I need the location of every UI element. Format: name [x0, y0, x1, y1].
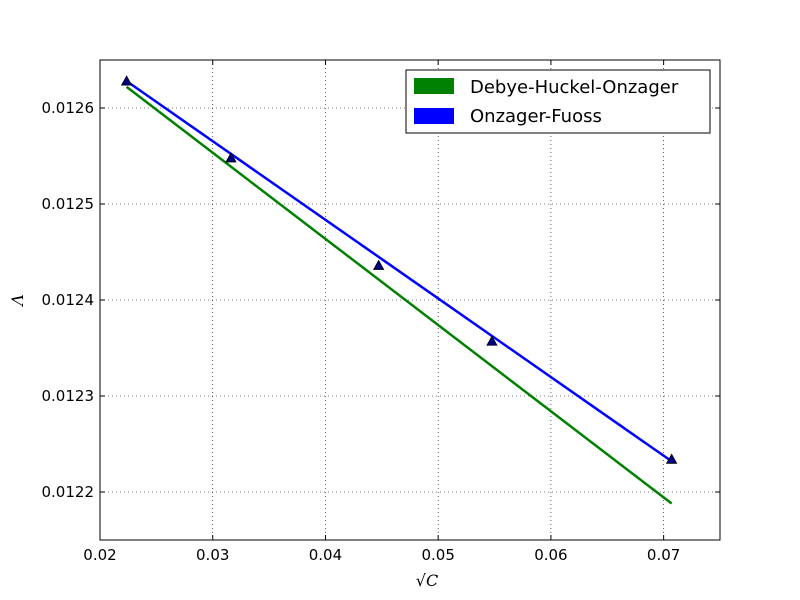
- x-ticks: 0.02 0.03 0.04 0.05 0.06 0.07: [83, 60, 680, 564]
- x-tick-label: 0.05: [421, 546, 454, 564]
- y-tick-label: 0.0122: [42, 483, 95, 501]
- series-layer: [125, 80, 673, 505]
- marker-layer: [120, 75, 678, 464]
- legend-frame: [405, 69, 711, 134]
- x-tick-label: 0.03: [196, 546, 229, 564]
- legend-label-debye-huckel-onzager: Debye-Huckel-Onzager: [470, 77, 679, 98]
- data-point-marker: [120, 75, 133, 86]
- x-tick-label: 0.04: [309, 546, 342, 564]
- data-point-marker: [665, 453, 678, 464]
- data-point-marker: [372, 259, 385, 270]
- series-line-onzager-fuoss: [125, 80, 673, 463]
- legend-swatch-debye-huckel-onzager: [414, 78, 454, 94]
- legend: Debye-Huckel-Onzager Onzager-Fuoss: [405, 69, 711, 134]
- series-line-debye-huckel-onzager: [125, 85, 673, 505]
- y-tick-label: 0.0124: [42, 291, 95, 309]
- y-axis-label: Λ: [8, 294, 27, 308]
- x-tick-label: 0.06: [534, 546, 567, 564]
- y-tick-label: 0.0123: [42, 387, 95, 405]
- y-ticks: 0.0122 0.0123 0.0124 0.0125 0.0126: [42, 99, 720, 501]
- legend-label-onzager-fuoss: Onzager-Fuoss: [470, 106, 602, 127]
- x-axis-label: √C: [416, 571, 438, 590]
- x-tick-label: 0.02: [83, 546, 116, 564]
- x-tick-label: 0.07: [647, 546, 680, 564]
- y-tick-label: 0.0125: [42, 195, 95, 213]
- data-point-marker: [225, 152, 237, 163]
- legend-swatch-onzager-fuoss: [414, 108, 454, 124]
- data-point-marker: [486, 335, 498, 346]
- y-tick-label: 0.0126: [42, 99, 95, 117]
